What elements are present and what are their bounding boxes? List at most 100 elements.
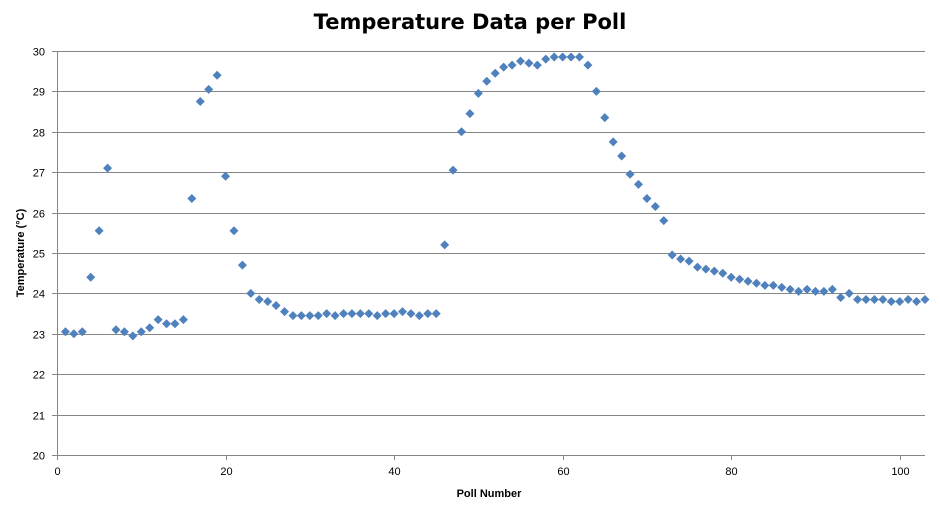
data-point xyxy=(726,272,736,282)
data-point xyxy=(853,294,863,304)
data-point xyxy=(414,311,424,321)
data-point xyxy=(77,327,87,337)
data-point xyxy=(280,307,290,317)
x-tick-label: 20 xyxy=(220,466,232,478)
data-point xyxy=(69,329,79,339)
data-point xyxy=(684,256,694,266)
y-tick-label: 26 xyxy=(33,209,45,221)
data-points xyxy=(60,52,930,341)
x-tick-label: 60 xyxy=(557,466,569,478)
data-point xyxy=(566,52,576,62)
data-point xyxy=(465,109,475,119)
data-point xyxy=(254,294,264,304)
data-point xyxy=(423,309,433,319)
data-point xyxy=(676,254,686,264)
data-point xyxy=(659,216,669,226)
data-point xyxy=(119,327,129,337)
data-point xyxy=(221,171,231,181)
y-tick-label: 27 xyxy=(33,168,45,180)
y-tick-label: 23 xyxy=(33,330,45,342)
data-point xyxy=(347,309,357,319)
data-point xyxy=(912,296,922,306)
data-point xyxy=(296,311,306,321)
data-point xyxy=(473,88,483,98)
y-tick-label: 24 xyxy=(33,289,45,301)
data-point xyxy=(355,309,365,319)
data-point xyxy=(541,54,551,64)
data-point xyxy=(111,325,121,335)
y-tick-label: 22 xyxy=(33,370,45,382)
data-point xyxy=(499,62,509,72)
data-point xyxy=(389,309,399,319)
data-point xyxy=(339,309,349,319)
data-point xyxy=(178,315,188,325)
data-point xyxy=(212,70,222,80)
data-point xyxy=(398,307,408,317)
data-point xyxy=(667,250,677,260)
data-point xyxy=(381,309,391,319)
data-point xyxy=(886,296,896,306)
y-tick-label: 28 xyxy=(33,128,45,140)
x-axis-title: Poll Number xyxy=(457,488,523,500)
data-point xyxy=(785,284,795,294)
data-point xyxy=(153,315,163,325)
y-axis-title: Temperature (°C) xyxy=(15,208,27,297)
data-point xyxy=(515,56,525,66)
data-point xyxy=(128,331,138,341)
data-point xyxy=(735,274,745,284)
x-tick-label: 0 xyxy=(54,466,60,478)
data-point xyxy=(608,137,618,147)
data-point xyxy=(709,266,719,276)
data-point xyxy=(322,309,332,319)
data-point xyxy=(372,311,382,321)
x-axis-tick-labels: 0 20 40 60 80 100 xyxy=(54,466,909,478)
data-point xyxy=(549,52,559,62)
data-point xyxy=(895,296,905,306)
data-point xyxy=(94,226,104,236)
data-point xyxy=(633,179,643,189)
y-tick-label: 30 xyxy=(33,47,45,59)
data-point xyxy=(642,193,652,203)
data-point xyxy=(330,311,340,321)
data-point xyxy=(204,84,214,94)
data-point xyxy=(448,165,458,175)
data-point xyxy=(583,60,593,70)
gridlines xyxy=(57,51,925,456)
data-point xyxy=(558,52,568,62)
data-point xyxy=(777,282,787,292)
data-point xyxy=(760,280,770,290)
y-tick-label: 29 xyxy=(33,87,45,99)
data-point xyxy=(819,286,829,296)
data-point xyxy=(574,52,584,62)
data-point xyxy=(145,323,155,333)
data-point xyxy=(861,294,871,304)
data-point xyxy=(600,113,610,123)
x-tick-label: 80 xyxy=(725,466,737,478)
data-point xyxy=(440,240,450,250)
y-tick-label: 20 xyxy=(33,451,45,463)
data-point xyxy=(701,264,711,274)
data-point xyxy=(827,284,837,294)
data-point xyxy=(743,276,753,286)
data-point xyxy=(524,58,534,68)
data-point xyxy=(869,294,879,304)
axes xyxy=(52,51,925,460)
data-point xyxy=(136,327,146,337)
chart-title: Temperature Data per Poll xyxy=(314,10,627,34)
y-tick-label: 21 xyxy=(33,411,45,423)
data-point xyxy=(237,260,247,270)
data-point xyxy=(187,193,197,203)
data-point xyxy=(650,202,660,212)
data-point xyxy=(751,278,761,288)
data-point xyxy=(490,68,500,78)
data-point xyxy=(60,327,70,337)
data-point xyxy=(532,60,542,70)
data-point xyxy=(903,294,913,304)
data-point xyxy=(313,311,323,321)
x-tick-label: 40 xyxy=(388,466,400,478)
data-point xyxy=(794,286,804,296)
data-point xyxy=(836,292,846,302)
data-point xyxy=(768,280,778,290)
data-point xyxy=(625,169,635,179)
